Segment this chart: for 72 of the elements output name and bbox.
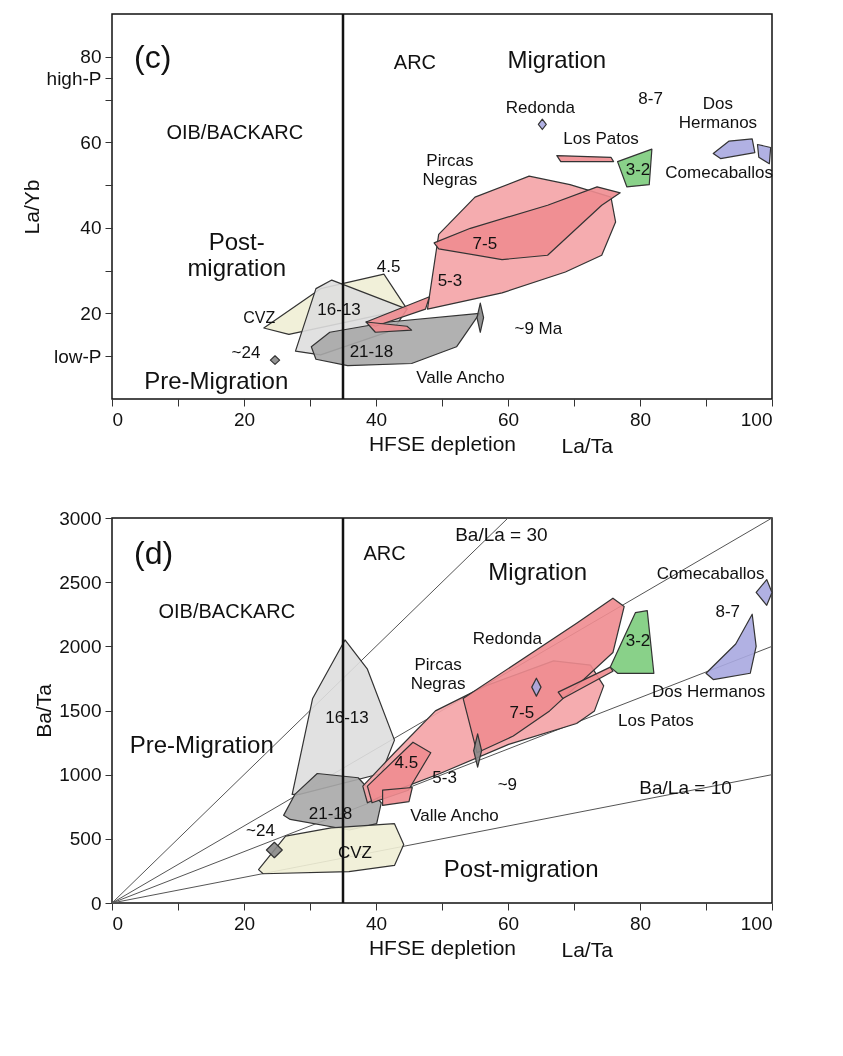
annotation: Los Patos: [563, 128, 639, 148]
annotation: OIB/BACKARC: [166, 120, 304, 143]
x-axis-title: HFSE depletion: [368, 431, 517, 455]
annotation: Redonda: [472, 628, 543, 648]
y-tick-label: 40: [80, 217, 102, 239]
x-tick-label: 60: [497, 408, 520, 430]
annotation: Pre-Migration: [144, 367, 289, 395]
annotation: 7-5: [472, 233, 498, 253]
y-tick-label: 60: [80, 131, 102, 153]
annotation: 4.5: [394, 753, 419, 773]
text: (c): [134, 38, 172, 75]
y-tick-label: 0: [90, 892, 102, 914]
annotation: 4.5: [376, 256, 401, 276]
annotation: ARC: [393, 51, 437, 74]
y-tick-label: 500: [69, 828, 102, 850]
x-tick-label: 0: [112, 912, 124, 934]
annotation: Migration: [488, 558, 588, 586]
annotation: Ba/La = 30: [455, 524, 548, 546]
text: La/Ta: [561, 938, 614, 962]
annotation: Dos Hermanos: [651, 682, 766, 702]
annotation: Valle Ancho: [410, 805, 499, 825]
annotation: 5-3: [437, 270, 463, 290]
annotation: 3-2: [625, 160, 651, 180]
y-tick-label: 3000: [59, 507, 102, 529]
annotation: 8-7: [715, 601, 741, 621]
x-tick-label: 20: [233, 912, 256, 934]
y-tick-label: 80: [80, 46, 102, 68]
y-axis-title: Ba/Ta: [32, 683, 56, 738]
y-tick-label: high-P: [46, 67, 102, 89]
annotation: ARC: [363, 542, 406, 565]
annotation: Ba/La = 10: [639, 776, 732, 798]
annotation: Comecaballos: [656, 563, 765, 583]
y-axis-title: La/Yb: [19, 179, 43, 235]
x-tick-label: 40: [365, 912, 388, 934]
annotation: Migration: [507, 45, 607, 73]
y-tick-label: 2000: [59, 635, 102, 657]
x-tick-label: 60: [497, 912, 520, 934]
x-tick-label: 100: [740, 408, 773, 430]
annotation: Los Patos: [618, 711, 694, 731]
annotation: CVZ: [243, 308, 276, 326]
annotation: ~24: [231, 343, 261, 363]
annotation: ~9 Ma: [514, 318, 563, 338]
x-tick-label: 0: [112, 408, 124, 430]
annotation: 5-3: [432, 767, 457, 787]
annotation: 3-2: [625, 631, 651, 651]
text: La/Ta: [561, 434, 614, 458]
annotation: 8-7: [638, 89, 663, 109]
annotation: Post-migration: [443, 855, 599, 883]
text: (d): [134, 535, 174, 571]
x-tick-label: 20: [233, 408, 256, 430]
y-tick-label: 1000: [59, 764, 102, 786]
annotation: 21-18: [349, 342, 394, 362]
y-tick-label: 2500: [59, 571, 102, 593]
annotation: 7-5: [509, 702, 535, 722]
y-tick-label: low-P: [53, 345, 102, 367]
annotation: Dos Hermanos: [678, 93, 758, 132]
x-tick-label: 100: [740, 912, 773, 934]
y-tick-label: 1500: [59, 700, 102, 721]
annotation: Pre-Migration: [129, 731, 274, 759]
annotation: Post- migration: [187, 227, 287, 281]
x-tick-label: 80: [629, 912, 652, 934]
annotation: Pircas Negras: [410, 655, 466, 694]
annotation: ~9: [497, 775, 518, 795]
y-tick-label: 20: [80, 302, 102, 324]
annotation: Redonda: [505, 97, 576, 117]
annotation: Valle Ancho: [416, 368, 505, 388]
annotation: ~24: [246, 821, 275, 841]
x-axis-title: HFSE depletion: [368, 935, 517, 959]
annotation: OIB/BACKARC: [158, 599, 296, 622]
x-tick-label: 40: [365, 408, 388, 430]
x-tick-label: 80: [629, 408, 652, 430]
annotation: Pircas Negras: [422, 151, 478, 190]
